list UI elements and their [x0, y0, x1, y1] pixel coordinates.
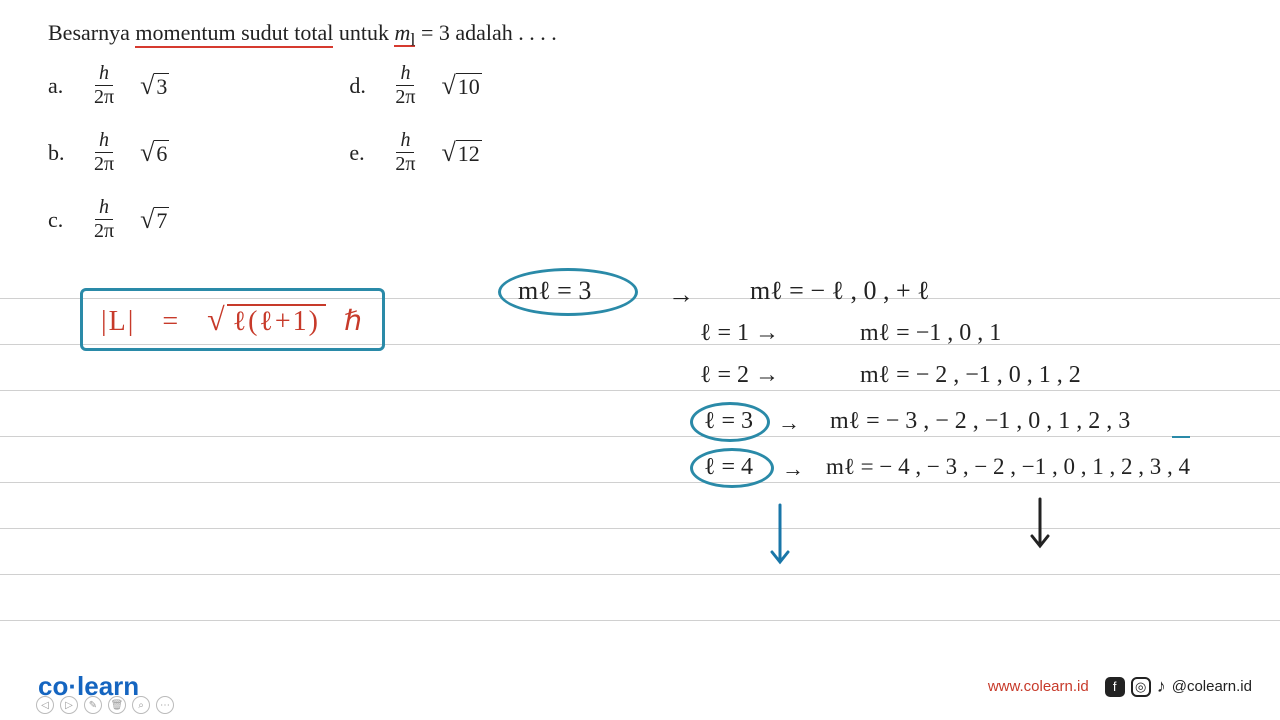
- option-a-label: a.: [48, 73, 72, 99]
- option-a: a. h2π 3: [48, 62, 169, 109]
- option-c-frac: h2π: [90, 196, 118, 243]
- arrow-4: →: [778, 410, 800, 436]
- formula-eq: =: [162, 306, 180, 337]
- q-var-m: m: [394, 20, 410, 45]
- options-block: a. h2π 3 b. h2π 6 c. h2π 7 d. h2π 10 e: [48, 62, 1270, 243]
- work-line2a: ℓ = 1 →: [700, 320, 779, 347]
- work-line5b: mℓ = − 4 , − 3 , − 2 , −1 , 0 , 1 , 2 , …: [826, 454, 1190, 480]
- sqrt-sign: √: [207, 301, 227, 337]
- frac-num: h: [95, 129, 113, 153]
- q-var: ml: [394, 20, 415, 47]
- option-d-sqrt: 10: [442, 71, 482, 101]
- mark-3: [1172, 436, 1190, 438]
- option-e-frac: h2π: [391, 129, 419, 176]
- formula-box: |L| = √ℓ(ℓ+1) ℏ: [80, 288, 385, 351]
- radicand: 6: [154, 140, 169, 166]
- tiktok-icon[interactable]: ♪: [1157, 676, 1166, 697]
- option-c: c. h2π 7: [48, 196, 169, 243]
- radicand: 10: [456, 73, 482, 99]
- frac-num: h: [396, 62, 414, 86]
- frac-num: h: [95, 196, 113, 220]
- social-handle: @colearn.id: [1172, 678, 1252, 695]
- formula-hbar: ℏ: [344, 306, 364, 337]
- ruled-line: [0, 436, 1280, 437]
- ruled-line: [0, 390, 1280, 391]
- formula-radicand: ℓ(ℓ+1): [227, 304, 326, 337]
- work-line3b: mℓ = − 2 , −1 , 0 , 1 , 2: [860, 362, 1081, 389]
- social-block: f ◎ ♪ @colearn.id: [1105, 676, 1252, 697]
- option-c-sqrt: 7: [140, 205, 169, 235]
- option-d-label: d.: [349, 73, 373, 99]
- footer-right: www.colearn.id f ◎ ♪ @colearn.id: [988, 676, 1252, 697]
- work-line5a: ℓ = 4: [704, 454, 753, 481]
- frac-num: h: [396, 129, 414, 153]
- option-b-frac: h2π: [90, 129, 118, 176]
- ruled-line: [0, 574, 1280, 575]
- ruled-line: [0, 620, 1280, 621]
- work-line4b: mℓ = − 3 , − 2 , −1 , 0 , 1 , 2 , 3: [830, 408, 1130, 435]
- option-c-label: c.: [48, 207, 72, 233]
- more-icon[interactable]: ⋯: [156, 696, 174, 714]
- instagram-icon[interactable]: ◎: [1131, 677, 1151, 697]
- option-a-sqrt: 3: [140, 71, 169, 101]
- q-eq: = 3 adalah . . . .: [415, 20, 556, 45]
- options-col-right: d. h2π 10 e. h2π 12: [349, 62, 481, 243]
- frac-den: 2π: [391, 86, 419, 109]
- question-text: Besarnya momentum sudut total untuk ml =…: [48, 20, 1270, 50]
- back-icon[interactable]: ◁: [36, 696, 54, 714]
- search-icon[interactable]: ⌕: [132, 696, 150, 714]
- arrow-5: →: [782, 456, 804, 482]
- work-line3a: ℓ = 2 →: [700, 362, 779, 389]
- facebook-icon[interactable]: f: [1105, 677, 1125, 697]
- down-arrow-icon: [760, 500, 800, 580]
- play-icon[interactable]: ▷: [60, 696, 78, 714]
- work-line2b: mℓ = −1 , 0 , 1: [860, 320, 1001, 347]
- edit-icon[interactable]: ✎: [84, 696, 102, 714]
- option-b: b. h2π 6: [48, 129, 169, 176]
- option-a-frac: h2π: [90, 62, 118, 109]
- ruled-line: [0, 482, 1280, 483]
- formula-lhs: |L|: [101, 306, 135, 337]
- frac-den: 2π: [90, 153, 118, 176]
- site-link[interactable]: www.colearn.id: [988, 678, 1089, 695]
- options-col-left: a. h2π 3 b. h2π 6 c. h2π 7: [48, 62, 169, 243]
- frac-num: h: [95, 62, 113, 86]
- question-block: Besarnya momentum sudut total untuk ml =…: [48, 20, 1270, 243]
- frac-den: 2π: [90, 86, 118, 109]
- option-b-sqrt: 6: [140, 138, 169, 168]
- option-d-frac: h2π: [391, 62, 419, 109]
- radicand: 7: [154, 207, 169, 233]
- q-prefix: Besarnya: [48, 20, 135, 45]
- footer: co·learn www.colearn.id f ◎ ♪ @colearn.i…: [38, 671, 1252, 702]
- down-arrow-icon: [1020, 494, 1060, 564]
- arrow-1: →: [668, 280, 694, 310]
- frac-den: 2π: [90, 220, 118, 243]
- formula: |L| = √ℓ(ℓ+1) ℏ: [101, 306, 364, 337]
- trash-icon[interactable]: 🗑: [108, 696, 126, 714]
- frac-den: 2π: [391, 153, 419, 176]
- ruled-line: [0, 528, 1280, 529]
- option-b-label: b.: [48, 140, 72, 166]
- q-underlined: momentum sudut total: [135, 20, 333, 48]
- option-e-label: e.: [349, 140, 373, 166]
- option-e: e. h2π 12: [349, 129, 481, 176]
- q-middle: untuk: [333, 20, 394, 45]
- radicand: 12: [456, 140, 482, 166]
- radicand: 3: [154, 73, 169, 99]
- option-e-sqrt: 12: [442, 138, 482, 168]
- work-line4a: ℓ = 3: [704, 408, 753, 435]
- option-d: d. h2π 10: [349, 62, 481, 109]
- work-line1: mℓ = − ℓ , 0 , + ℓ: [750, 276, 930, 306]
- work-ml3: mℓ = 3: [518, 276, 591, 306]
- mini-controls: ◁ ▷ ✎ 🗑 ⌕ ⋯: [36, 696, 174, 714]
